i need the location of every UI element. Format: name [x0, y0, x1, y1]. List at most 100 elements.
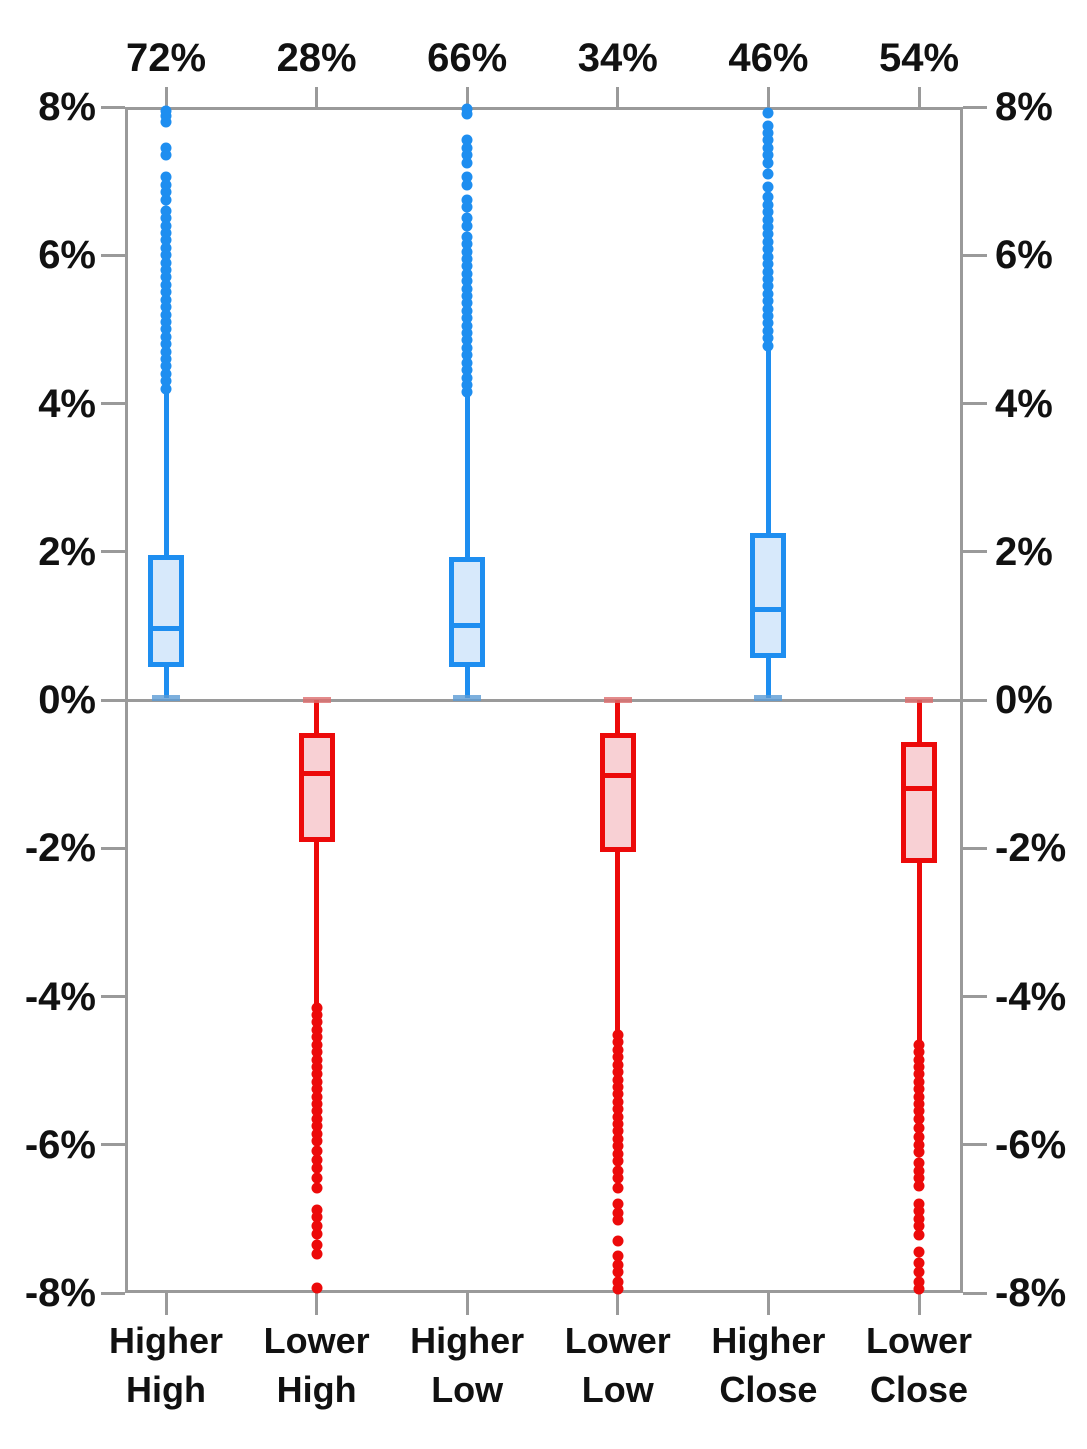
whisker-line: [765, 347, 771, 698]
y-tick-left: [101, 105, 125, 109]
frequency-label: 34%: [577, 36, 658, 80]
y-tick-label-left: 0%: [38, 678, 96, 722]
outlier-dot: [913, 1266, 925, 1278]
outlier-dot: [461, 297, 473, 309]
outlier-dot: [913, 1113, 925, 1125]
y-tick-label-left: -6%: [24, 1122, 96, 1167]
outlier-dot: [612, 1029, 624, 1041]
outlier-dot: [160, 142, 172, 154]
outlier-dot: [461, 364, 473, 376]
outlier-dot: [612, 1140, 624, 1152]
outlier-dot: [913, 1180, 925, 1192]
outlier-dot: [311, 1128, 323, 1140]
outlier-dot: [612, 1250, 624, 1262]
outlier-dot: [311, 1061, 323, 1073]
box: [298, 732, 335, 843]
outlier-dot: [160, 234, 172, 246]
outlier-dot: [311, 1228, 323, 1240]
outlier-dot: [311, 1145, 323, 1157]
outlier-dot: [160, 309, 172, 321]
y-tick-left: [101, 402, 125, 405]
outlier-dot: [612, 1148, 624, 1160]
category-label: Lower Close: [866, 1316, 972, 1414]
outlier-dot: [612, 1172, 624, 1184]
whisker-cap: [152, 694, 180, 701]
outlier-dot: [762, 134, 774, 146]
category-label: Lower Low: [565, 1316, 671, 1414]
box: [148, 555, 184, 667]
box: [599, 733, 636, 852]
outlier-dot: [461, 201, 473, 213]
category-label-line: Lower: [564, 1320, 671, 1361]
category-label-line: Low: [431, 1369, 504, 1410]
outlier-dot: [913, 1246, 925, 1258]
outlier-dot: [461, 142, 473, 154]
y-tick-right: [963, 1143, 987, 1147]
median-line: [148, 625, 184, 631]
top-axis-category-tick: [465, 87, 469, 107]
outlier-dot: [612, 1074, 624, 1086]
y-tick-label-left: 6%: [38, 233, 96, 278]
whisker-line: [314, 700, 320, 1004]
outlier-dot: [913, 1198, 925, 1210]
outlier-dot: [160, 331, 172, 343]
y-tick-left: [101, 1143, 125, 1147]
y-tick-left: [101, 1291, 125, 1295]
outlier-dot: [762, 127, 774, 139]
outlier-dot: [311, 1172, 323, 1184]
y-tick-right: [963, 402, 987, 405]
frequency-label: 46%: [728, 36, 809, 80]
outlier-dot: [311, 1182, 323, 1194]
outlier-dot: [160, 186, 172, 198]
outlier-dot: [160, 249, 172, 261]
outlier-dot: [311, 1046, 323, 1058]
outlier-dot: [762, 258, 774, 270]
outlier-dot: [461, 268, 473, 280]
outlier-dot: [160, 368, 172, 380]
outlier-dot: [612, 1165, 624, 1177]
category-label: Lower High: [264, 1316, 370, 1414]
outlier-dot: [461, 238, 473, 250]
outlier-dot: [311, 1024, 323, 1036]
outlier-dot: [160, 375, 172, 387]
outlier-dot: [461, 157, 473, 169]
whisker-cap: [754, 694, 783, 701]
outlier-dot: [461, 327, 473, 339]
outlier-dot: [311, 1068, 323, 1080]
category-label-line: Higher: [410, 1320, 525, 1361]
outlier-dot: [762, 206, 774, 218]
outlier-dot: [461, 357, 473, 369]
top-axis-category-tick: [766, 87, 770, 107]
outlier-dot: [461, 253, 473, 265]
outlier-dot: [311, 1076, 323, 1088]
outlier-dot: [461, 246, 473, 258]
outlier-dot: [160, 316, 172, 328]
top-axis-category-tick: [164, 87, 168, 107]
outlier-dot: [160, 346, 172, 358]
outlier-dot: [160, 360, 172, 372]
frequency-label: 66%: [427, 36, 508, 80]
outlier-dot: [913, 1283, 925, 1295]
y-tick-label-right: -6%: [995, 1122, 1067, 1167]
zero-gridline: [125, 698, 963, 702]
x-axis-category-tick: [766, 1293, 770, 1315]
outlier-dot: [311, 1120, 323, 1132]
outlier-dot: [311, 1083, 323, 1095]
y-tick-label-left: 2%: [38, 529, 96, 574]
outlier-dot: [913, 1076, 925, 1088]
outlier-dot: [311, 1054, 323, 1065]
whisker-cap: [453, 694, 482, 701]
outlier-dot: [311, 1282, 323, 1294]
outlier-dot: [762, 107, 774, 119]
outlier-dot: [913, 1068, 925, 1080]
outlier-dot: [311, 1113, 323, 1125]
y-tick-left: [101, 550, 125, 554]
outlier-dot: [160, 294, 172, 306]
y-tick-right: [963, 1291, 987, 1295]
outlier-dot: [311, 1039, 323, 1051]
outlier-dot: [762, 340, 774, 352]
outlier-dot: [461, 103, 473, 115]
outlier-dot: [461, 212, 473, 224]
outlier-dot: [913, 1205, 925, 1217]
